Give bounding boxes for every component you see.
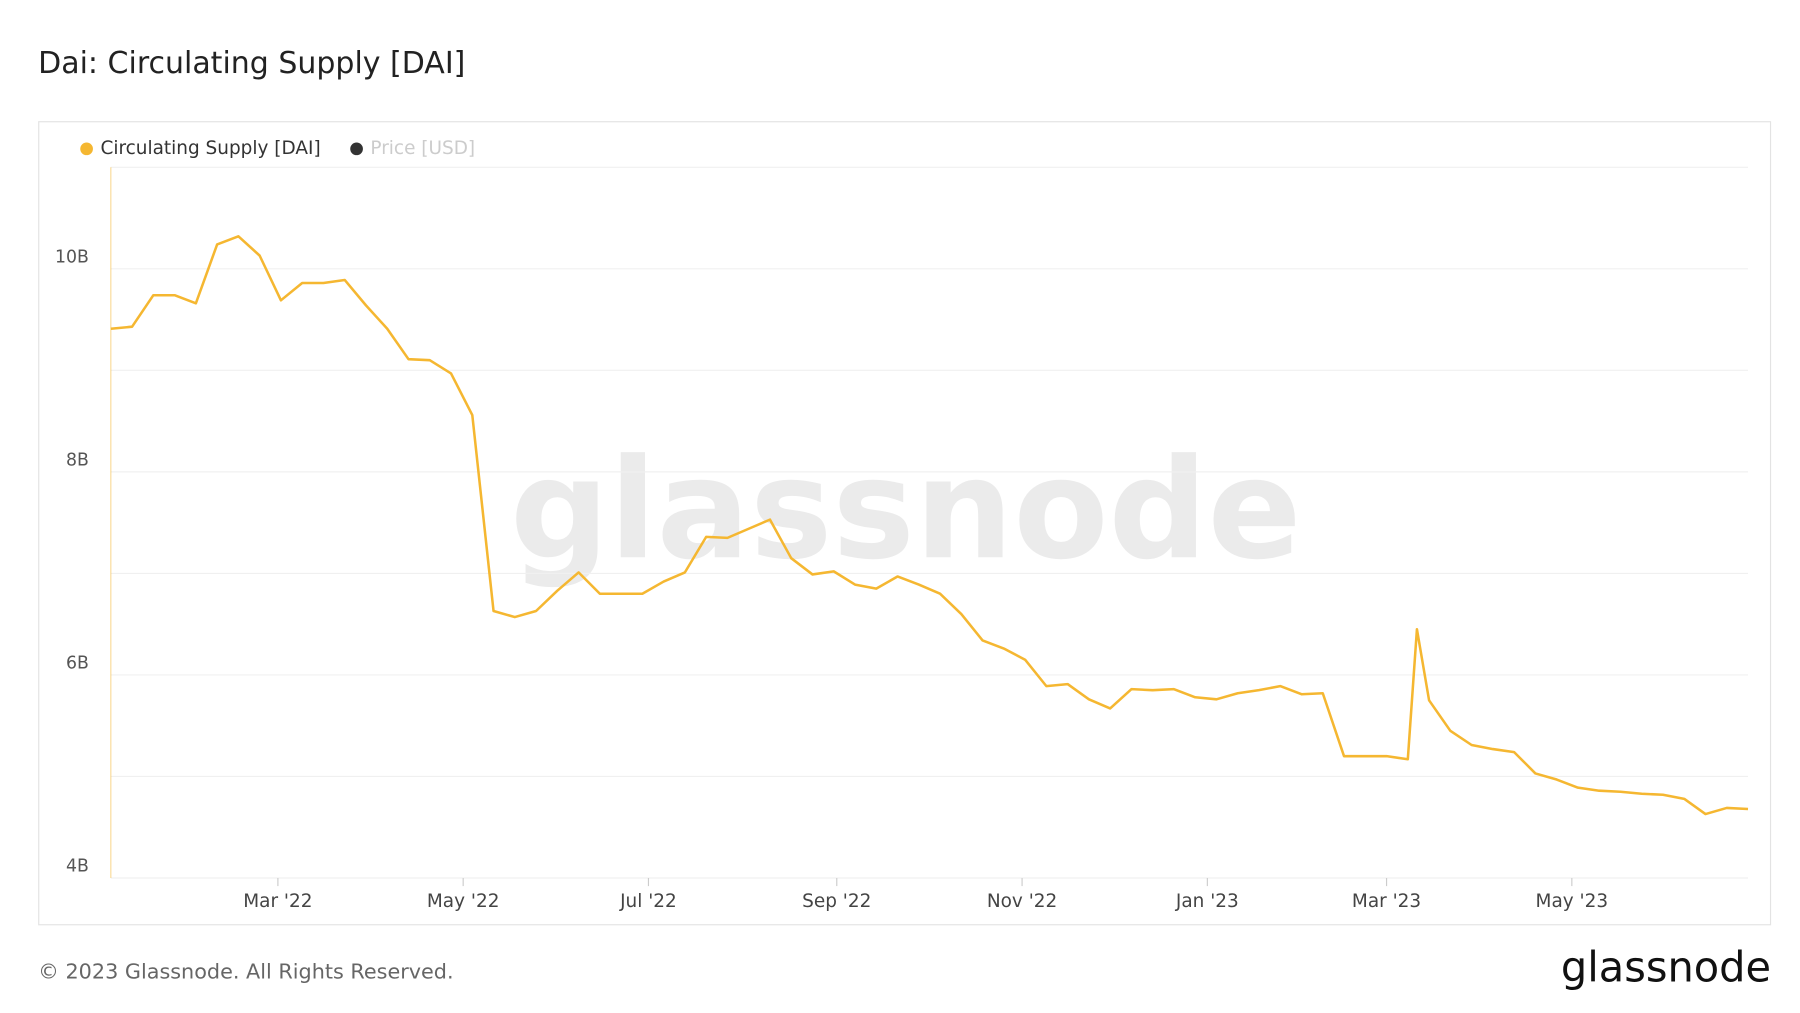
x-tick-label: Sep '22 (802, 891, 871, 912)
logo: glassnode (1561, 942, 1771, 991)
legend-marker (80, 142, 93, 156)
x-tick-label: May '22 (427, 891, 500, 912)
copyright: © 2023 Glassnode. All Rights Reserved. (38, 960, 453, 984)
x-tick-label: Jan '23 (1175, 891, 1239, 912)
x-tick-label: Nov '22 (987, 891, 1057, 912)
x-tick-label: Jul '22 (619, 891, 677, 912)
chart-title: Dai: Circulating Supply [DAI] (38, 46, 465, 81)
x-tick-label: May '23 (1536, 891, 1609, 912)
y-tick-label: 6B (66, 653, 89, 673)
data-line (110, 235, 1749, 816)
y-tick-label: 4B (66, 856, 89, 876)
legend-marker (350, 142, 363, 156)
x-tick-label: Mar '23 (1352, 891, 1421, 912)
legend-label: Price [USD] (370, 138, 475, 159)
y-tick-label: 8B (66, 450, 89, 470)
x-tick-label: Mar '22 (243, 891, 312, 912)
y-tick-label: 10B (55, 247, 89, 267)
watermark: glassnode (510, 428, 1301, 590)
legend-label: Circulating Supply [DAI] (100, 138, 320, 159)
chart-frame (38, 121, 1772, 926)
